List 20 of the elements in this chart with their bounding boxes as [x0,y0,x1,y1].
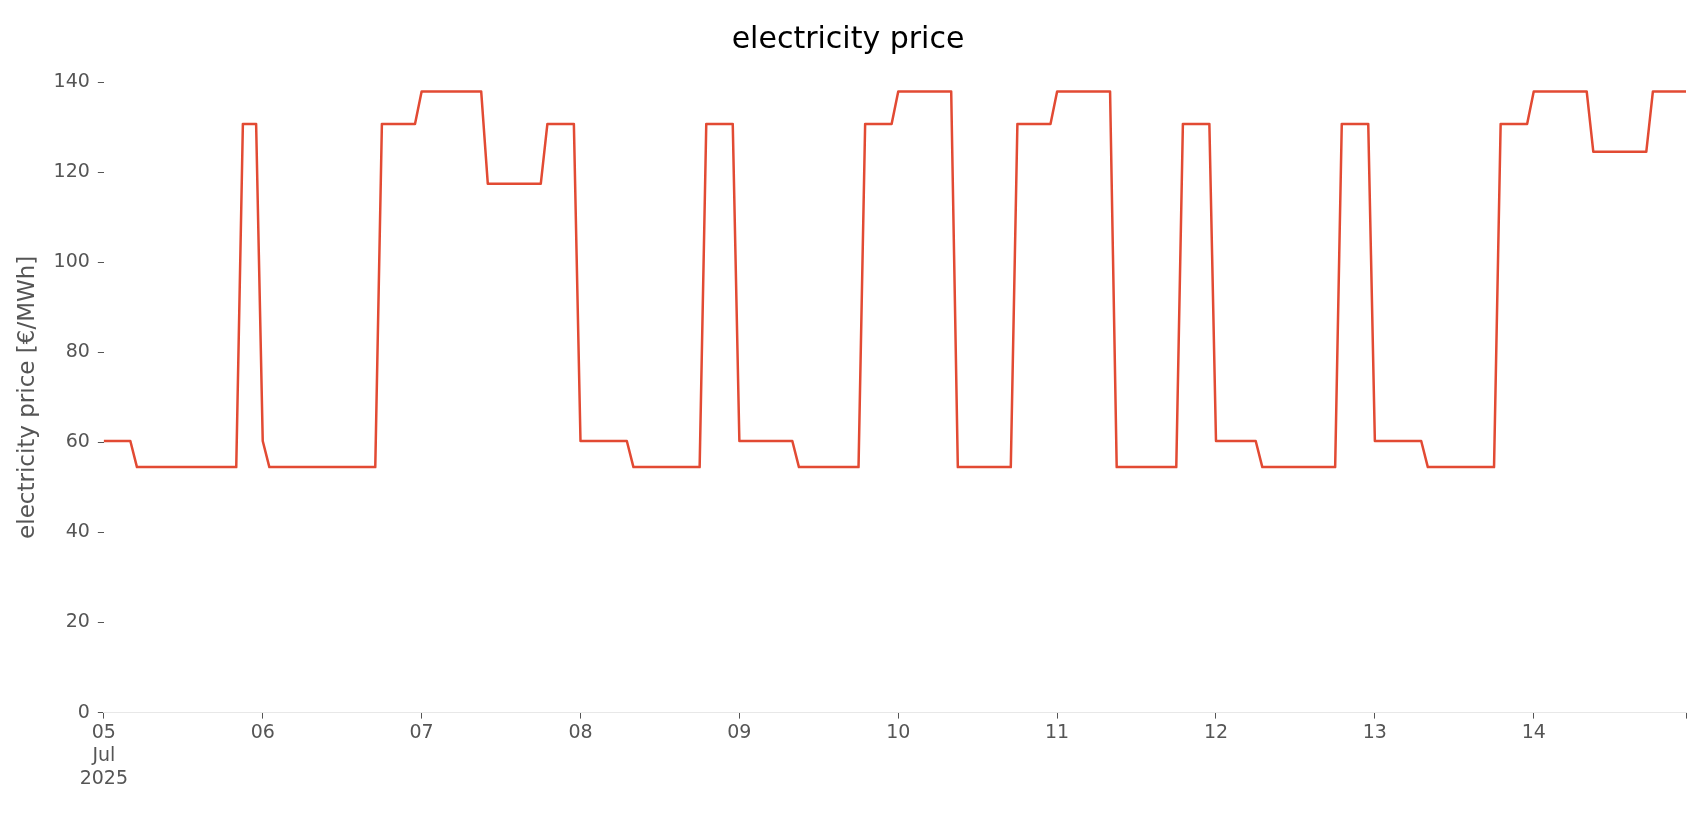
y-axis-title: electricity price [€/MWh] [12,255,39,539]
y-tick-label: 40 [65,519,90,542]
x-tick-label: 07 [409,719,434,742]
y-tick-label: 80 [65,339,90,362]
x-tick-label: 09 [727,719,752,742]
y-tick-label: 100 [53,249,90,272]
x-tick-label: 06 [250,719,275,742]
chart-title: electricity price [731,19,965,55]
y-tick-label: 120 [53,159,90,182]
y-tick-label: 20 [65,609,90,632]
y-tick-label: 140 [53,68,90,91]
x-tick-label: 05 Jul 2025 [79,719,129,788]
x-tick-label: 12 [1203,719,1229,742]
x-tick-label: 13 [1362,719,1387,742]
x-tick-label: 08 [568,719,593,742]
y-tick-label: 0 [77,699,90,722]
x-tick-label: 10 [886,719,911,742]
x-tick-label: 14 [1521,719,1546,742]
y-tick-label: 60 [65,429,90,452]
x-tick-label: 11 [1045,719,1070,742]
